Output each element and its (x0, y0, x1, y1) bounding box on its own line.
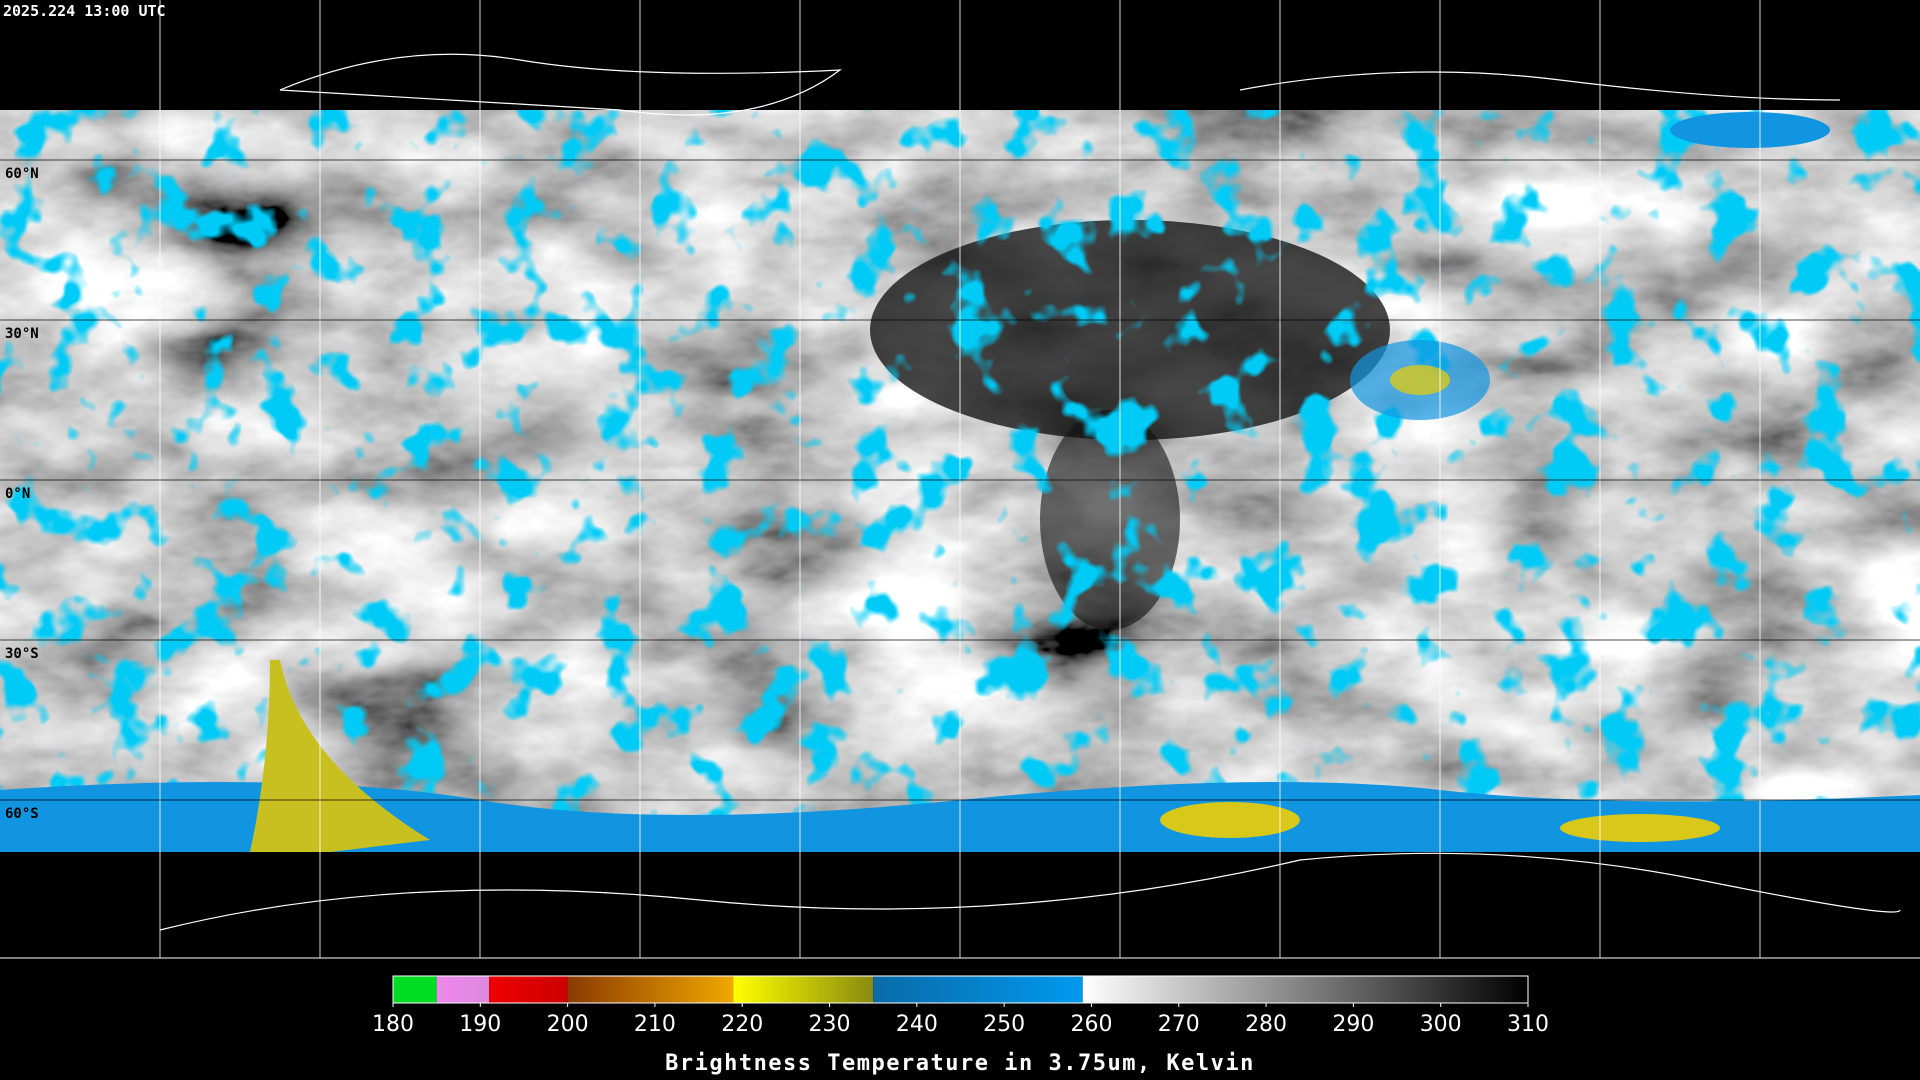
colorbar-segment (873, 976, 1083, 1003)
colorbar-segment (489, 976, 568, 1003)
latitude-label: 60°N (5, 166, 39, 182)
colorbar-tick-label: 270 (1158, 1012, 1200, 1037)
colorbar: 180 190 200 210 220 230 240 250 260 270 280 290 300 3… (372, 975, 1549, 1037)
colorbar-segment (733, 976, 874, 1003)
colorbar-title: Brightness Temperature in 3.75um, Kelvin (665, 1051, 1255, 1076)
colorbar-tick-label: 310 (1507, 1012, 1549, 1037)
colorbar-tick-label: 250 (983, 1012, 1025, 1037)
cold-top-2 (1160, 802, 1300, 838)
colorbar-segment (567, 976, 734, 1003)
colorbar-tick-label: 240 (896, 1012, 938, 1037)
latitude-grid (0, 159, 1920, 959)
antarctic-coastline (159, 852, 1901, 931)
colorbar-segment (436, 976, 490, 1003)
colorbar-tick-label: 230 (809, 1012, 851, 1037)
colorbar-segment (393, 976, 437, 1003)
colorbar-segment (1082, 976, 1528, 1003)
colorbar-tick-label: 220 (721, 1012, 763, 1037)
cold-top-3 (1560, 814, 1720, 842)
coastline (279, 53, 1841, 116)
colorbar-tick-label: 180 (372, 1012, 414, 1037)
colorbar-tick-label: 190 (459, 1012, 501, 1037)
colorbar-tick-label: 210 (634, 1012, 676, 1037)
colorbar-frame (392, 975, 1529, 1004)
cold-top-1 (250, 660, 430, 852)
colorbar-tick-label: 300 (1420, 1012, 1462, 1037)
arctic-clouds (1670, 112, 1830, 148)
colorbar-tick-label: 260 (1070, 1012, 1112, 1037)
colorbar-tick-label: 200 (547, 1012, 589, 1037)
colorbar-tick-label: 280 (1245, 1012, 1287, 1037)
timestamp: 2025.224 13:00 UTC (3, 2, 166, 20)
latitude-label: 0°N (5, 486, 30, 502)
latitude-label: 30°S (5, 646, 39, 662)
monsoon-core (1390, 365, 1450, 395)
colorbar-tick-label: 290 (1332, 1012, 1374, 1037)
latitude-label: 30°N (5, 326, 39, 342)
latitude-label: 60°S (5, 806, 39, 822)
